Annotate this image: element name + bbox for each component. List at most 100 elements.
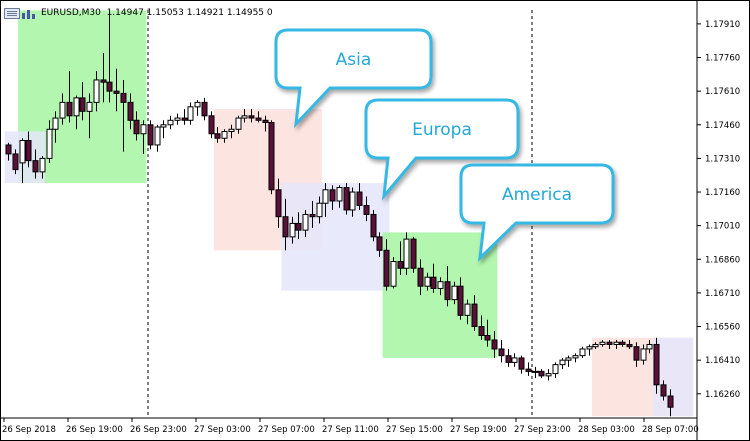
candle-body-bear [262, 119, 269, 124]
candle [32, 149, 39, 179]
candle-body-bull [464, 303, 471, 316]
candle-body-bear [376, 236, 383, 251]
candle-body-bear [214, 133, 221, 139]
candle-body-bear [181, 117, 188, 121]
candle [86, 93, 93, 139]
candle [5, 142, 12, 161]
candle [545, 369, 552, 381]
candle [241, 109, 248, 123]
price-tick-label: 1.16560 [705, 323, 740, 333]
candle [302, 209, 309, 237]
candle [343, 183, 350, 215]
callout-europa: Europa [364, 98, 520, 201]
chart-menu-icon[interactable] [4, 7, 20, 19]
candle-body-bear [633, 346, 640, 361]
candle-body-bull [451, 285, 458, 301]
candle-body-bear [484, 335, 491, 341]
candle-body-bear [208, 115, 215, 135]
candle-body-bear [667, 395, 674, 408]
candle-body-bear [660, 384, 667, 397]
candle [322, 183, 329, 217]
candle [66, 70, 73, 123]
candle-body-bear [356, 191, 363, 206]
candle-body-bear [619, 341, 626, 345]
candle [93, 70, 100, 112]
candle-body-bull [565, 357, 572, 361]
candle-body-bear [491, 339, 498, 350]
candle [484, 319, 491, 347]
candle [356, 183, 363, 210]
candle-body-bear [100, 79, 107, 83]
price-tick-label: 1.16410 [705, 356, 740, 366]
session-callouts: Asia Europa America [274, 28, 615, 263]
candle-body-bear [410, 238, 417, 269]
candle [437, 277, 444, 296]
candle [451, 281, 458, 305]
candle [478, 315, 485, 340]
candle [444, 266, 451, 307]
candle [100, 53, 107, 103]
candle-body-bear [66, 101, 73, 117]
candle-body-bear [106, 81, 113, 92]
candle [120, 79, 127, 152]
candle [214, 127, 221, 143]
candle [140, 120, 147, 154]
candle-body-bear [282, 216, 289, 238]
price-tick-label: 1.16260 [705, 390, 740, 400]
candle [349, 187, 356, 217]
candle [525, 362, 532, 376]
candle-body-bear [275, 189, 282, 218]
callout-bubble [274, 28, 433, 129]
candle [255, 111, 262, 123]
candle [430, 263, 437, 293]
candle [248, 109, 255, 123]
candle [613, 339, 620, 349]
candle-body-bear [505, 355, 512, 363]
candle-body-bear [444, 281, 451, 301]
candle-body-bear [478, 326, 485, 337]
candle [52, 111, 59, 143]
candle-body-bull [552, 364, 559, 375]
candle [376, 232, 383, 258]
price-tick-label: 1.17910 [705, 20, 740, 30]
candle [579, 346, 586, 358]
candle-body-bull [349, 191, 356, 211]
candle [12, 149, 19, 175]
candle-body-bull [511, 357, 518, 363]
candle [511, 353, 518, 367]
candle [457, 277, 464, 320]
symbol-ohlc-info: EURUSD,M30 1.14947 1.15053 1.14921 1.149… [41, 8, 273, 18]
candle [660, 380, 667, 401]
candle-body-bear [5, 144, 12, 155]
candle-body-bull [154, 126, 161, 146]
time-tick-label: 27 Sep 03:00 [194, 425, 251, 435]
candle [619, 339, 626, 347]
time-tick-label: 27 Sep 23:00 [514, 425, 571, 435]
candle [235, 115, 242, 134]
candle-body-bull [613, 341, 620, 345]
candle [599, 339, 606, 347]
candle [160, 120, 167, 139]
candle [572, 353, 579, 363]
candle-body-bear [370, 213, 377, 238]
callout-bubble [459, 163, 615, 263]
candle-body-bull [140, 124, 147, 135]
price-tick-label: 1.17610 [705, 87, 740, 97]
candle-body-bull [559, 359, 566, 366]
candle-body-bull [93, 79, 100, 103]
candle-body-bear [498, 348, 505, 357]
candle [201, 97, 208, 121]
candle-body-bull [586, 346, 593, 350]
candle [46, 120, 53, 163]
candle-body-bear [79, 97, 86, 112]
candle-body-bear [12, 153, 19, 171]
candle [127, 93, 134, 130]
candle [228, 124, 235, 139]
bar-chart-icon[interactable] [22, 8, 36, 19]
candle-body-bull [59, 101, 66, 119]
candle-body-bear [518, 357, 525, 370]
candle-body-bull [221, 131, 228, 139]
candle-body-bear [201, 101, 208, 117]
